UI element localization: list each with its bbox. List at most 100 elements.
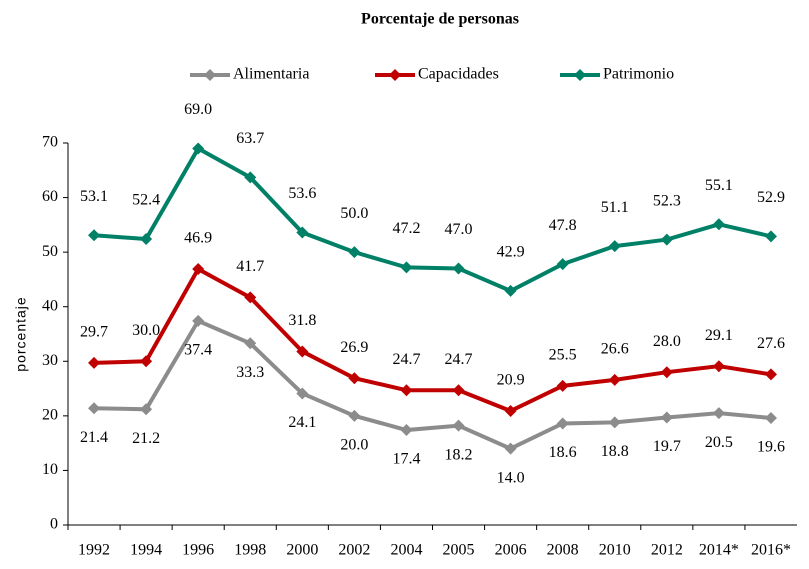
data-label: 24.1 <box>288 414 316 431</box>
series-line <box>93 145 772 294</box>
legend-label: Capacidades <box>418 66 499 83</box>
y-axis-label: porcentaje <box>13 296 29 371</box>
series-line <box>93 318 772 451</box>
data-label: 53.1 <box>80 188 108 205</box>
data-label: 52.3 <box>653 192 681 209</box>
marker <box>192 263 205 276</box>
x-tick-label: 2008 <box>547 542 579 559</box>
y-tick-label: 0 <box>50 516 58 533</box>
data-label: 37.4 <box>184 342 212 359</box>
data-label: 26.9 <box>340 339 368 356</box>
data-label: 18.2 <box>445 446 473 463</box>
data-label: 47.0 <box>445 221 473 238</box>
marker <box>296 226 309 239</box>
marker <box>556 379 569 392</box>
x-tick-label: 2002 <box>338 542 370 559</box>
x-tick-label: 2016* <box>751 542 791 559</box>
marker <box>556 417 569 430</box>
marker <box>348 409 361 422</box>
marker <box>244 291 257 304</box>
marker <box>348 246 361 259</box>
marker <box>712 218 725 231</box>
x-tick-label: 2006 <box>495 542 527 559</box>
marker <box>764 368 777 381</box>
data-label: 24.7 <box>445 351 473 368</box>
x-tick-label: 2004 <box>390 542 422 559</box>
data-label: 52.4 <box>132 192 160 209</box>
y-tick-label: 20 <box>42 407 58 424</box>
data-label: 41.7 <box>236 258 264 275</box>
marker <box>608 373 621 386</box>
data-label: 30.0 <box>132 322 160 339</box>
marker <box>660 411 673 424</box>
data-label: 18.6 <box>549 444 577 461</box>
data-label: 18.8 <box>601 443 629 460</box>
marker <box>712 360 725 373</box>
data-label: 21.4 <box>80 429 108 446</box>
marker <box>712 407 725 420</box>
data-label: 47.2 <box>392 220 420 237</box>
legend-label: Alimentaria <box>233 66 309 83</box>
marker <box>192 314 205 327</box>
y-tick-label: 50 <box>42 243 58 260</box>
data-label: 42.9 <box>497 244 525 261</box>
data-label: 27.6 <box>757 335 785 352</box>
x-tick-label: 2014* <box>699 542 739 559</box>
marker <box>88 402 101 415</box>
marker <box>140 403 153 416</box>
data-label: 47.8 <box>549 217 577 234</box>
y-tick-label: 70 <box>42 134 58 151</box>
data-label: 20.5 <box>705 434 733 451</box>
y-tick-label: 60 <box>42 188 58 205</box>
marker <box>244 171 257 184</box>
marker <box>140 355 153 368</box>
data-label: 21.2 <box>132 430 160 447</box>
marker <box>296 345 309 358</box>
data-label: 20.0 <box>340 437 368 454</box>
marker <box>296 387 309 400</box>
marker <box>504 284 517 297</box>
data-label: 14.0 <box>497 469 525 486</box>
data-label: 69.0 <box>184 101 212 118</box>
data-label: 51.1 <box>601 199 629 216</box>
data-label: 31.8 <box>288 312 316 329</box>
legend-marker <box>204 69 216 81</box>
x-tick-label: 2010 <box>599 542 631 559</box>
data-label: 26.6 <box>601 341 629 358</box>
chart-title: Porcentaje de personas <box>361 11 519 28</box>
marker <box>88 356 101 369</box>
x-tick-label: 2005 <box>443 542 475 559</box>
marker <box>504 404 517 417</box>
data-label: 25.5 <box>549 347 577 364</box>
marker <box>88 229 101 242</box>
x-tick-label: 2012 <box>651 542 683 559</box>
x-tick-label: 1998 <box>234 542 266 559</box>
data-label: 29.1 <box>705 327 733 344</box>
marker <box>244 337 257 350</box>
data-label: 55.1 <box>705 177 733 194</box>
legend-marker <box>574 69 586 81</box>
marker <box>140 233 153 246</box>
x-tick-label: 1996 <box>182 542 214 559</box>
series-line <box>93 266 772 414</box>
marker <box>660 233 673 246</box>
data-label: 19.6 <box>757 439 785 456</box>
data-label: 28.0 <box>653 333 681 350</box>
marker <box>504 442 517 455</box>
data-label: 53.6 <box>288 185 316 202</box>
data-label: 52.9 <box>757 189 785 206</box>
data-label: 19.7 <box>653 438 681 455</box>
data-label: 46.9 <box>184 230 212 247</box>
legend-marker <box>389 69 401 81</box>
marker <box>660 366 673 379</box>
marker <box>192 142 205 155</box>
marker <box>764 412 777 425</box>
marker <box>608 416 621 429</box>
data-label: 63.7 <box>236 130 264 147</box>
marker <box>452 384 465 397</box>
marker <box>452 419 465 432</box>
legend-label: Patrimonio <box>603 66 674 83</box>
data-label: 29.7 <box>80 324 108 341</box>
y-tick-label: 30 <box>42 352 58 369</box>
data-label: 20.9 <box>497 372 525 389</box>
